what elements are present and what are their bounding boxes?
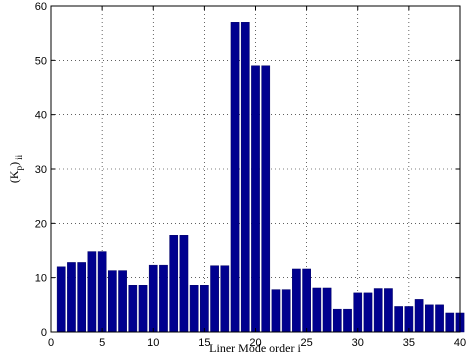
bar [343,308,352,333]
x-axis-label: Liner Mode order i [209,341,301,355]
bar [240,22,250,333]
bar [424,304,434,333]
bar [394,306,403,333]
bar [261,65,271,333]
bar [200,285,209,333]
bar [445,312,455,333]
y-axis-ticks: 0 10 20 30 40 50 60 [35,1,460,339]
bar [108,270,117,333]
y-tick-label: 30 [35,164,47,176]
bar [271,289,281,333]
bar [322,287,332,333]
bar [281,289,291,333]
bar [159,264,168,333]
bar [148,264,158,333]
bar [363,292,373,333]
x-axis-ticks: 0 5 10 15 20 25 30 35 40 [48,6,466,349]
bar [179,235,189,333]
x-tick-label: 5 [99,337,105,349]
bar [128,285,138,333]
bar [138,285,148,333]
bar [332,308,342,333]
y-tick-label: 50 [35,55,47,67]
bar [251,65,260,333]
y-axis-label: (Kp)ii [7,154,24,183]
y-tick-label: 60 [35,1,47,13]
x-tick-label: 35 [403,337,415,349]
y-tick-label: 10 [35,273,47,285]
bar [210,265,219,333]
bar [414,299,424,333]
x-tick-label: 30 [352,337,364,349]
bar [435,304,444,333]
x-tick-label: 10 [147,337,159,349]
y-tick-label: 40 [35,110,47,122]
x-tick-label: 15 [198,337,210,349]
bar [169,235,179,333]
bar [67,262,76,333]
bar [56,266,66,333]
x-tick-label: 25 [301,337,313,349]
bar [220,265,230,333]
bar [189,285,199,333]
y-tick-label: 0 [41,327,47,339]
x-tick-label: 0 [48,337,54,349]
x-tick-label: 20 [249,337,261,349]
bar [97,251,107,333]
bar [373,288,383,333]
bar [87,251,97,333]
bar [302,268,311,333]
bar [384,288,393,333]
bar [312,287,322,333]
x-tick-label: 40 [454,337,466,349]
bar [77,262,87,333]
bar [353,292,363,333]
bar [292,268,301,333]
y-tick-label: 20 [35,218,47,230]
bar [118,270,127,333]
bar [230,22,240,333]
